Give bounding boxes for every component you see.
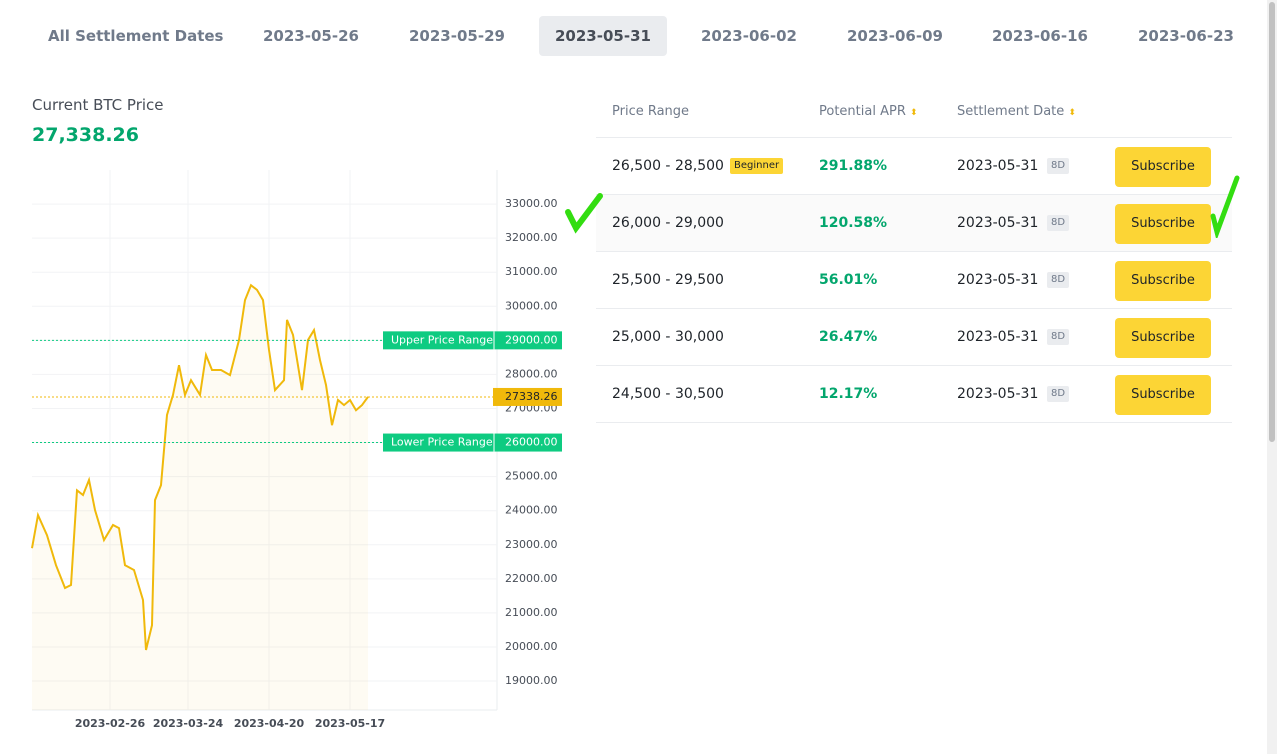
range-value: 29000.00 — [505, 333, 558, 346]
table-row: 24,500 - 30,500 12.17% 2023-05-31 8D Subscri… — [596, 366, 1232, 423]
y-tick-label: 25000.00 — [505, 470, 558, 483]
x-tick-label: 2023-04-20 — [234, 717, 305, 730]
column-header[interactable]: Settlement Date ⬍ — [957, 104, 1076, 119]
table-row: 25,000 - 30,000 26.47% 2023-05-31 8D Subscri… — [596, 309, 1232, 366]
duration-tag: 8D — [1047, 158, 1070, 174]
price-value: 27,338.26 — [32, 124, 139, 146]
subscribe-button[interactable]: Subscribe — [1115, 261, 1211, 301]
tab[interactable]: 2023-05-29 — [409, 27, 505, 45]
y-tick-label: 24000.00 — [505, 504, 558, 517]
tab[interactable]: 2023-06-02 — [701, 27, 797, 45]
y-tick-label: 33000.00 — [505, 197, 558, 210]
current-box — [493, 387, 562, 406]
price-label: Current BTC Price — [32, 96, 164, 114]
y-tick-label: 30000.00 — [505, 299, 558, 312]
sort-icon: ⬍ — [910, 108, 918, 118]
subscribe-button[interactable]: Subscribe — [1115, 204, 1211, 244]
column-header[interactable]: Potential APR ⬍ — [819, 104, 918, 119]
range-label-box — [383, 331, 562, 350]
x-tick-label: 2023-05-17 — [315, 717, 385, 730]
apr: 26.47% — [819, 329, 878, 345]
y-tick-label: 32000.00 — [505, 231, 558, 244]
settlement-date: 2023-05-31 — [957, 158, 1039, 174]
apr: 56.01% — [819, 272, 878, 288]
line — [31, 283, 369, 651]
range-value: 26000.00 — [505, 436, 558, 449]
duration-tag: 8D — [1047, 329, 1070, 345]
column-header: Price Range — [612, 104, 690, 119]
settlement-date: 2023-05-31 — [957, 386, 1039, 402]
sort-icon: ⬍ — [1068, 108, 1076, 118]
scroll-thumb[interactable] — [1269, 2, 1275, 442]
header-text: Potential APR — [819, 104, 906, 119]
badge: Beginner — [730, 158, 784, 174]
subscribe-button[interactable]: Subscribe — [1115, 147, 1211, 187]
area — [32, 285, 368, 710]
y-tick-label: 31000.00 — [505, 265, 558, 278]
apr: 291.88% — [819, 158, 888, 174]
subscribe-button[interactable]: Subscribe — [1115, 375, 1211, 415]
apr: 120.58% — [819, 215, 888, 231]
table-row: 26,000 - 29,000 120.58% 2023-05-31 8D Subscr… — [596, 195, 1232, 252]
y-tick-label: 20000.00 — [505, 640, 558, 653]
range-label: Lower Price Range — [391, 436, 493, 449]
tab[interactable]: 2023-06-23 — [1138, 27, 1234, 45]
x-tick-label: 2023-03-24 — [153, 717, 224, 730]
settlement-date: 2023-05-31 — [957, 215, 1039, 231]
duration-tag: 8D — [1047, 272, 1070, 288]
tab[interactable]: 2023-06-16 — [992, 27, 1088, 45]
subscribe-button[interactable]: Subscribe — [1115, 318, 1211, 358]
settlement-date: 2023-05-31 — [957, 329, 1039, 345]
tab[interactable]: 2023-06-09 — [847, 27, 943, 45]
current-value: 27338.26 — [505, 390, 558, 403]
check-mark — [565, 193, 603, 234]
y-tick-label: 23000.00 — [505, 538, 558, 551]
tab[interactable]: All Settlement Dates — [48, 27, 224, 45]
price-range: 25,000 - 30,000 — [612, 329, 724, 345]
y-tick-label: 28000.00 — [505, 367, 558, 380]
y-tick-label: 19000.00 — [505, 674, 558, 687]
tab[interactable]: 2023-05-31 — [539, 16, 667, 56]
table-row: 25,500 - 29,500 56.01% 2023-05-31 8D Subscri… — [596, 252, 1232, 309]
scrollbar[interactable] — [1267, 0, 1277, 754]
range-label-box — [383, 433, 562, 452]
range-label: Upper Price Range — [391, 333, 493, 346]
divider — [596, 137, 1232, 138]
table-row: 26,500 - 28,500 Beginner 291.88% 2023-05-31… — [596, 138, 1232, 195]
settlement-date: 2023-05-31 — [957, 272, 1039, 288]
y-tick-label: 22000.00 — [505, 572, 558, 585]
chart: 19000.00 20000.00 21000.00 22000.00 23000.00… — [31, 170, 562, 730]
apr: 12.17% — [819, 386, 878, 402]
duration-tag: 8D — [1047, 215, 1070, 231]
tab[interactable]: 2023-05-26 — [263, 27, 359, 45]
price-range: 24,500 - 30,500 — [612, 386, 724, 402]
header-text: Settlement Date — [957, 104, 1065, 119]
price-range: 25,500 - 29,500 — [612, 272, 724, 288]
check-mark — [1210, 175, 1240, 238]
price-range: 26,000 - 29,000 — [612, 215, 724, 231]
y-tick-label: 21000.00 — [505, 606, 558, 619]
duration-tag: 8D — [1047, 386, 1070, 402]
price-range: 26,500 - 28,500 — [612, 158, 724, 174]
x-tick-label: 2023-02-26 — [75, 717, 146, 730]
